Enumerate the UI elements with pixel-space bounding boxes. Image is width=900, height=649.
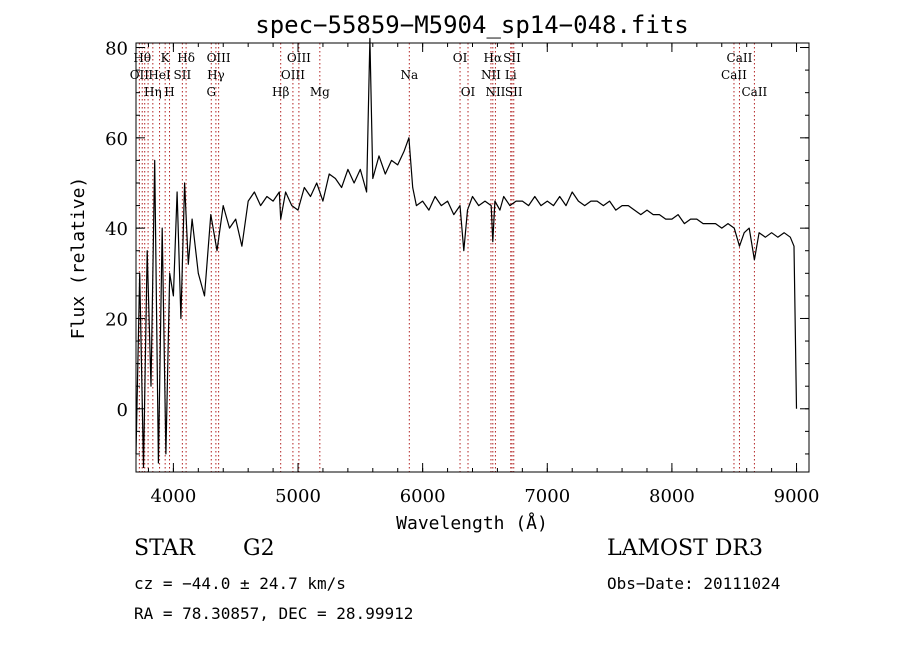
line-label: NII [485, 85, 505, 99]
line-label: HeI [148, 68, 171, 82]
line-label: OI [453, 51, 468, 65]
line-label: OIII [287, 51, 311, 65]
spectral-line-markers [138, 43, 755, 472]
line-label: Na [400, 68, 418, 82]
object-subclass: G2 [243, 536, 275, 561]
line-label: NII [481, 68, 501, 82]
line-label: OII [130, 68, 150, 82]
line-label: CaII [741, 85, 767, 99]
y-tick-label: 80 [105, 39, 128, 60]
line-label: H [164, 85, 174, 99]
observation-date: Obs−Date: 20111024 [607, 574, 781, 593]
y-tick-label: 20 [105, 309, 128, 330]
y-tick-label: 60 [105, 129, 128, 150]
object-class: STAR [134, 536, 195, 561]
redshift-velocity: cz = −44.0 ± 24.7 km/s [134, 574, 346, 593]
line-label: Hα [484, 51, 503, 65]
line-label: SII [505, 85, 523, 99]
x-tick-label: 9000 [774, 486, 820, 507]
y-axis-label: Flux (relative) [68, 177, 89, 340]
line-label: Hη [144, 85, 162, 99]
line-label: K [161, 51, 171, 65]
line-label: SII [174, 68, 192, 82]
line-label: CaII [721, 68, 747, 82]
line-label: OIII [207, 51, 231, 65]
chart-title: spec−55859−M5904_sp14−048.fits [255, 11, 688, 39]
line-label: Hβ [272, 85, 289, 99]
y-tick-label: 40 [105, 219, 128, 240]
line-label: Hθ [133, 51, 151, 65]
line-label: SII [503, 51, 521, 65]
plot-frame [135, 42, 810, 473]
spectral-line-labels: OIIHθHηHeIKHSIIHδGHγOIIIHβOIIIOIIIMgNaOI… [130, 51, 768, 99]
ra-dec-coordinates: RA = 78.30857, DEC = 28.99912 [134, 604, 414, 623]
line-label: Hδ [177, 51, 195, 65]
line-label: Hγ [207, 68, 225, 82]
line-label: OIII [281, 68, 305, 82]
x-tick-label: 6000 [400, 486, 446, 507]
flux-series [135, 37, 798, 469]
y-tick-label: 0 [117, 400, 128, 421]
x-tick-label: 8000 [649, 486, 695, 507]
x-tick-label: 7000 [524, 486, 570, 507]
x-axis-label: Wavelength (Å) [396, 512, 548, 534]
line-label: G [206, 85, 216, 99]
line-label: Li [505, 68, 517, 82]
line-label: Mg [310, 85, 330, 99]
line-label: OI [461, 85, 476, 99]
line-label: CaII [727, 51, 753, 65]
x-tick-label: 4000 [150, 486, 196, 507]
flux-line [135, 37, 798, 469]
x-tick-label: 5000 [275, 486, 321, 507]
axis-ticks: 4000 5000 6000 7000 8000 9000 0 20 40 60 80 [105, 39, 819, 507]
survey-name: LAMOST DR3 [607, 536, 763, 561]
